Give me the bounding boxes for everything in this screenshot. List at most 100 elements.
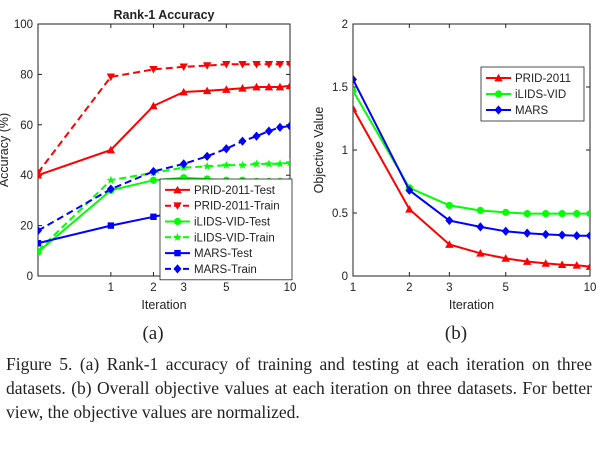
series-line-prid-2011-train [38, 63, 290, 174]
data-point-mars-test [150, 213, 157, 220]
data-point-mars-train [222, 144, 231, 154]
x-tick-label: 10 [284, 282, 297, 294]
data-point-mars-train [238, 136, 247, 146]
data-point-prid-2011-train [238, 60, 247, 69]
data-point-prid-2011 [557, 260, 567, 269]
y-tick-label: 2 [342, 19, 348, 31]
legend-label-prid-2011: PRID-2011 [515, 73, 571, 85]
legend-label-prid-2011-test: PRID-2011-Test [194, 185, 276, 197]
y-tick-label: 0 [27, 271, 33, 283]
data-point-ilids-vid [523, 210, 531, 218]
panel-label-a: (a) [142, 323, 163, 344]
data-point-mars-train [149, 166, 158, 177]
y-tick-label: 20 [20, 221, 33, 233]
x-tick-label: 3 [180, 282, 186, 294]
data-point-prid-2011-test [222, 85, 231, 93]
x-tick-label: 5 [223, 282, 229, 294]
x-tick-label: 5 [503, 282, 509, 294]
data-point-prid-2011-train [38, 169, 43, 177]
legend-box [159, 178, 293, 281]
data-point-prid-2011-train [275, 60, 285, 69]
series-line-mars-train [38, 125, 290, 232]
data-point-mars-test [107, 222, 115, 229]
legend-marker-ilids-vid [494, 90, 503, 98]
series-prid-2011-test [38, 81, 290, 179]
legend-marker-mars-train [173, 264, 182, 274]
data-point-prid-2011 [585, 262, 590, 270]
legend-label-mars-test: MARS-Test [194, 248, 253, 260]
y-tick-label: 60 [20, 120, 33, 132]
data-point-prid-2011-train [179, 63, 188, 72]
series-line-ilids-vid [353, 90, 590, 215]
data-point-prid-2011-train [264, 60, 274, 69]
legend-label-ilids-vid: iLIDS-VID [515, 89, 566, 101]
data-point-mars [476, 222, 485, 232]
legend-label-mars: MARS [515, 105, 549, 117]
data-point-mars [445, 215, 454, 226]
data-point-ilids-vid-train [106, 175, 115, 184]
legend: PRID-2011 iLIDS-VID MARS [480, 66, 585, 122]
data-point-prid-2011-test [179, 87, 188, 96]
data-point-mars [501, 226, 510, 236]
data-point-ilids-vid-train [285, 158, 290, 167]
data-point-prid-2011-test [252, 82, 261, 91]
y-tick-label: 0 [342, 271, 348, 283]
data-point-prid-2011-test [149, 101, 158, 110]
legend: PRID-2011-Test PRID-2011-Train iLIDS-VID-T… [159, 178, 293, 281]
data-point-prid-2011-train [106, 73, 116, 82]
data-point-mars-test [38, 240, 42, 247]
legend-label-ilids-vid-train: iLIDS-VID-Train [194, 232, 275, 244]
legend-label-prid-2011-train: PRID-2011-Train [194, 201, 280, 213]
data-point-mars [586, 231, 590, 241]
legend-marker-mars-test [174, 249, 181, 257]
data-point-mars-train [264, 126, 273, 136]
data-point-ilids-vid-train [252, 159, 261, 168]
objective-chart: 0 0.5 1 1.5 2 1 2 3 5 10 Iteration Objective Value P… [312, 19, 596, 312]
series-line-ilids-vid-train [38, 161, 290, 252]
data-point-mars-train [203, 151, 212, 161]
y-tick-label: 1 [342, 145, 348, 157]
legend-marker-prid-2011-test [173, 185, 182, 194]
x-tick-label: 10 [584, 282, 596, 294]
data-point-ilids-vid [542, 210, 550, 218]
data-point-prid-2011-test [202, 86, 212, 95]
x-tick-label: 1 [108, 282, 114, 294]
series-mars-train [38, 121, 290, 236]
data-point-prid-2011 [522, 257, 532, 265]
data-point-ilids-vid-test [149, 176, 158, 184]
data-point-mars-train [179, 159, 188, 169]
data-point-prid-2011-test [106, 145, 116, 154]
data-point-prid-2011-test [275, 82, 285, 91]
data-point-ilids-vid [353, 87, 357, 95]
y-axis-label: Objective Value [312, 107, 326, 194]
series-line-prid-2011 [353, 107, 590, 268]
series-line-mars [353, 78, 590, 237]
data-point-prid-2011 [476, 249, 485, 257]
data-point-mars-train [106, 184, 115, 194]
figure-caption: Figure 5. (a) Rank-1 accuracy of trainin… [6, 354, 592, 422]
legend-marker-prid-2011 [494, 73, 503, 82]
y-tick-label: 40 [20, 170, 33, 182]
x-tick-label: 2 [406, 282, 412, 294]
data-point-prid-2011-train [202, 62, 212, 70]
data-point-prid-2011-train [149, 66, 158, 74]
data-point-mars-train [38, 226, 42, 236]
data-point-ilids-vid [586, 210, 590, 218]
data-point-ilids-vid [573, 210, 581, 218]
data-point-mars [523, 228, 532, 238]
data-point-prid-2011 [445, 240, 454, 248]
data-point-prid-2011 [353, 104, 358, 112]
series-prid-2011-train [38, 60, 290, 177]
legend-marker-prid-2011-train [173, 202, 182, 210]
y-tick-label: 80 [20, 69, 33, 81]
data-point-mars [541, 229, 550, 240]
y-tick-label: 100 [14, 19, 33, 31]
data-point-prid-2011-train [252, 60, 261, 69]
data-point-ilids-vid-train [275, 159, 285, 168]
data-point-ilids-vid-train [222, 160, 231, 169]
data-point-ilids-vid-train [38, 246, 43, 255]
x-tick-label: 3 [446, 282, 452, 294]
data-point-prid-2011-train [285, 60, 290, 69]
data-point-prid-2011-train [222, 60, 231, 69]
